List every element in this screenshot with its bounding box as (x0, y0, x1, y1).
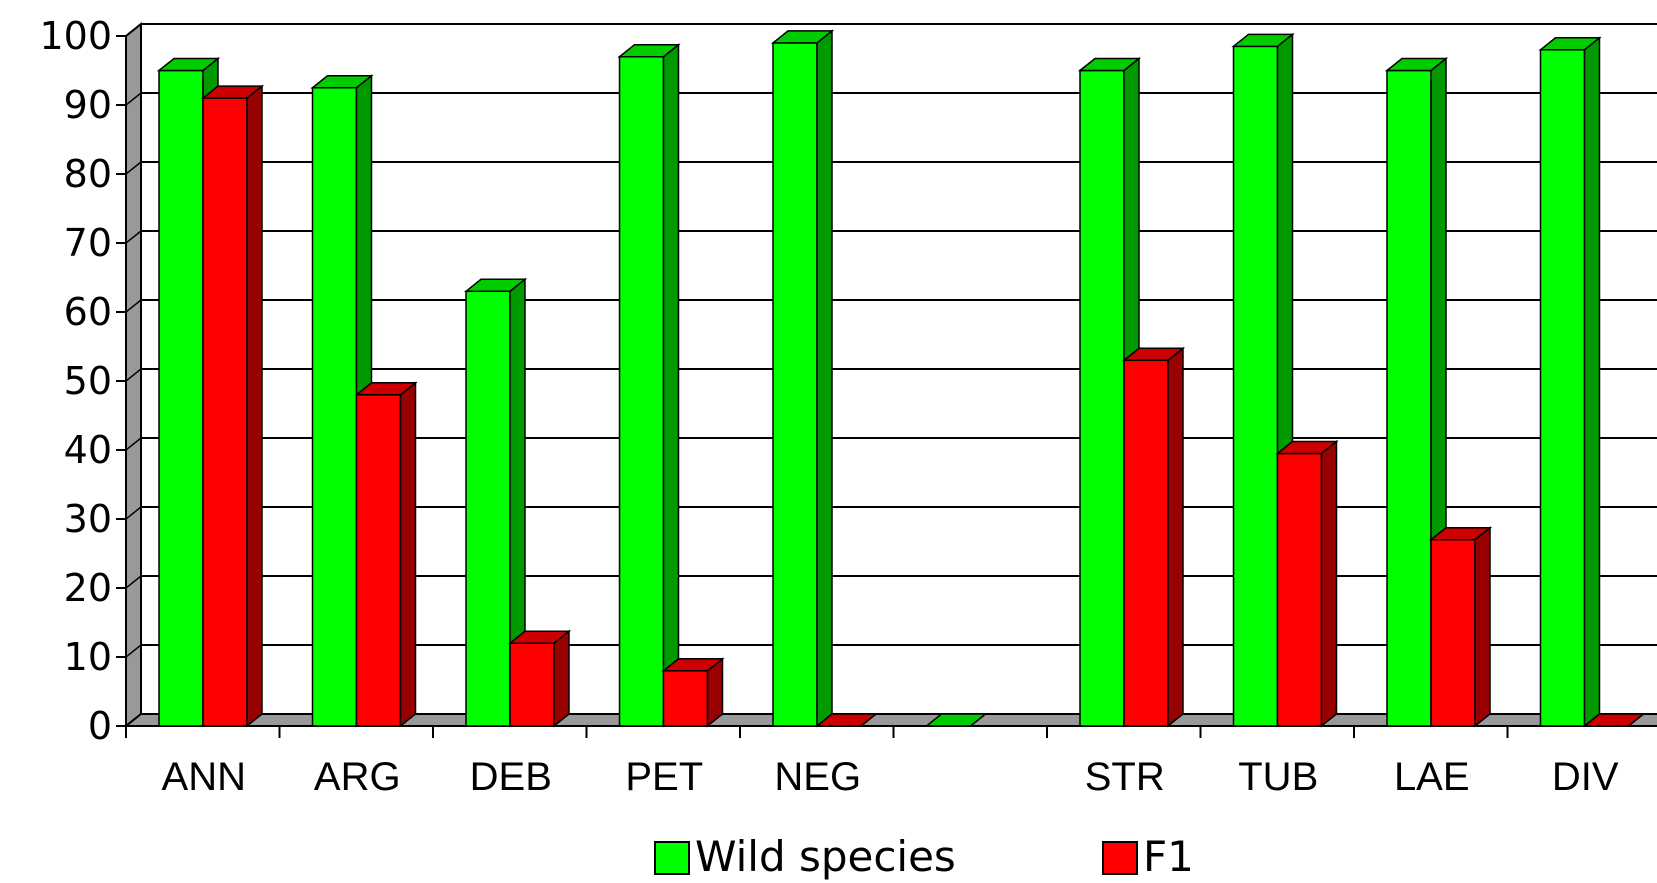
bar-wild-species-lae (1384, 56, 1449, 728)
gridline-side (125, 437, 142, 451)
bar-side (246, 84, 263, 728)
bar-top (814, 713, 879, 727)
bar-front (1386, 69, 1432, 727)
bar-top (354, 382, 418, 396)
bar-front (202, 97, 248, 727)
bar-f1-tub (1275, 439, 1339, 728)
bar-side (662, 43, 680, 728)
bar-top (924, 713, 988, 727)
gridline-side (125, 644, 142, 658)
x-tick-label: LAE (1394, 755, 1470, 799)
gridline-side (125, 506, 142, 520)
bar-front (1539, 49, 1586, 727)
bar-f1-div (1582, 713, 1646, 727)
y-tick-label: 40 (64, 428, 112, 472)
y-tick-label: 0 (88, 704, 112, 748)
y-tick-label: 60 (64, 290, 112, 334)
bars (156, 29, 1646, 728)
y-tick-label: 30 (64, 497, 112, 541)
bar-front (509, 642, 555, 727)
y-tick-label: 90 (64, 83, 112, 127)
bar-front (1079, 69, 1125, 727)
bar-wild-species-blank (924, 713, 988, 727)
bar-side (1320, 439, 1338, 728)
bar-top (507, 630, 572, 644)
bar-f1-pet (661, 657, 725, 728)
x-tick-label: NEG (774, 755, 861, 799)
bar-front (1430, 538, 1476, 727)
bar-top (156, 57, 221, 72)
bar-side (399, 381, 417, 728)
gridline-side (125, 299, 142, 313)
bar-top (1582, 713, 1646, 727)
bar-top (1275, 440, 1339, 455)
bar-front (1276, 452, 1323, 727)
bar-top (1428, 526, 1493, 541)
y-tick-label: 70 (64, 221, 112, 265)
bar-top (463, 278, 528, 293)
x-tick-label: ARG (314, 755, 401, 799)
bar-top (310, 75, 374, 89)
y-tick-labels: 0 10 20 30 40 50 60 70 80 90 100 (39, 14, 112, 748)
bar-front (618, 55, 665, 727)
y-tick-label: 50 (64, 359, 112, 403)
legend-swatch-f1 (1102, 841, 1138, 875)
bar-top (1384, 57, 1449, 72)
gridline-side (125, 23, 142, 37)
bar-f1-str (1121, 346, 1186, 728)
legend: Wild species F1 (654, 832, 1194, 881)
bar-front (158, 69, 204, 727)
legend-label-f1: F1 (1143, 832, 1194, 881)
x-tick-label: ANN (162, 755, 246, 799)
legend-label-wild-species: Wild species (695, 832, 956, 881)
gridline-side (125, 92, 142, 106)
bar-f1-lae (1428, 526, 1493, 728)
bar-top (661, 658, 725, 672)
gridline-side (125, 230, 142, 244)
bar-front (1232, 45, 1279, 727)
x-tick-label: DEB (470, 755, 552, 799)
bar-f1-arg (354, 381, 418, 728)
y-tick-label: 10 (64, 635, 112, 679)
legend-swatch-wild-species (654, 841, 690, 875)
gridline-side (125, 161, 142, 175)
bar-side (816, 29, 833, 728)
bar-side (1474, 526, 1491, 728)
bar-f1-ann (200, 84, 265, 728)
bar-top (1538, 37, 1602, 51)
y-tick-label: 100 (39, 14, 112, 58)
bar-top (200, 85, 265, 99)
gridline-side (125, 713, 142, 727)
x-tick-label: TUB (1238, 755, 1318, 799)
bar-wild-species-neg (770, 29, 835, 728)
bar-top (617, 43, 681, 58)
x-tick-label: DIV (1552, 755, 1619, 799)
bar-front (772, 42, 818, 727)
x-tick-label: STR (1085, 755, 1165, 799)
bar-top (1121, 347, 1186, 362)
bar-front (465, 290, 511, 727)
x-tick-label: PET (625, 755, 703, 799)
bar-top (1231, 33, 1295, 48)
bar-top (770, 30, 835, 44)
bar-side (553, 629, 570, 728)
bar-side (1167, 346, 1184, 728)
gridline-side (125, 368, 142, 382)
bar-front (1123, 359, 1169, 727)
bar-wild-species-div (1538, 36, 1602, 728)
x-tick-labels: ANN ARG DEB PET NEG STR TUB LAE DIV (162, 755, 1619, 799)
bar-f1-neg (814, 713, 879, 727)
bar-side (1583, 36, 1601, 728)
bar-front (662, 670, 709, 727)
y-tick-label: 80 (64, 152, 112, 196)
bar-wild-species-deb (463, 277, 528, 728)
gridline-side (125, 575, 142, 589)
bar-front (311, 87, 358, 727)
y-tick-label: 20 (64, 566, 112, 610)
bar-top (1077, 57, 1142, 72)
bar-wild-species-pet (617, 43, 681, 728)
bar-f1-deb (507, 629, 572, 728)
bar-front (355, 394, 402, 727)
